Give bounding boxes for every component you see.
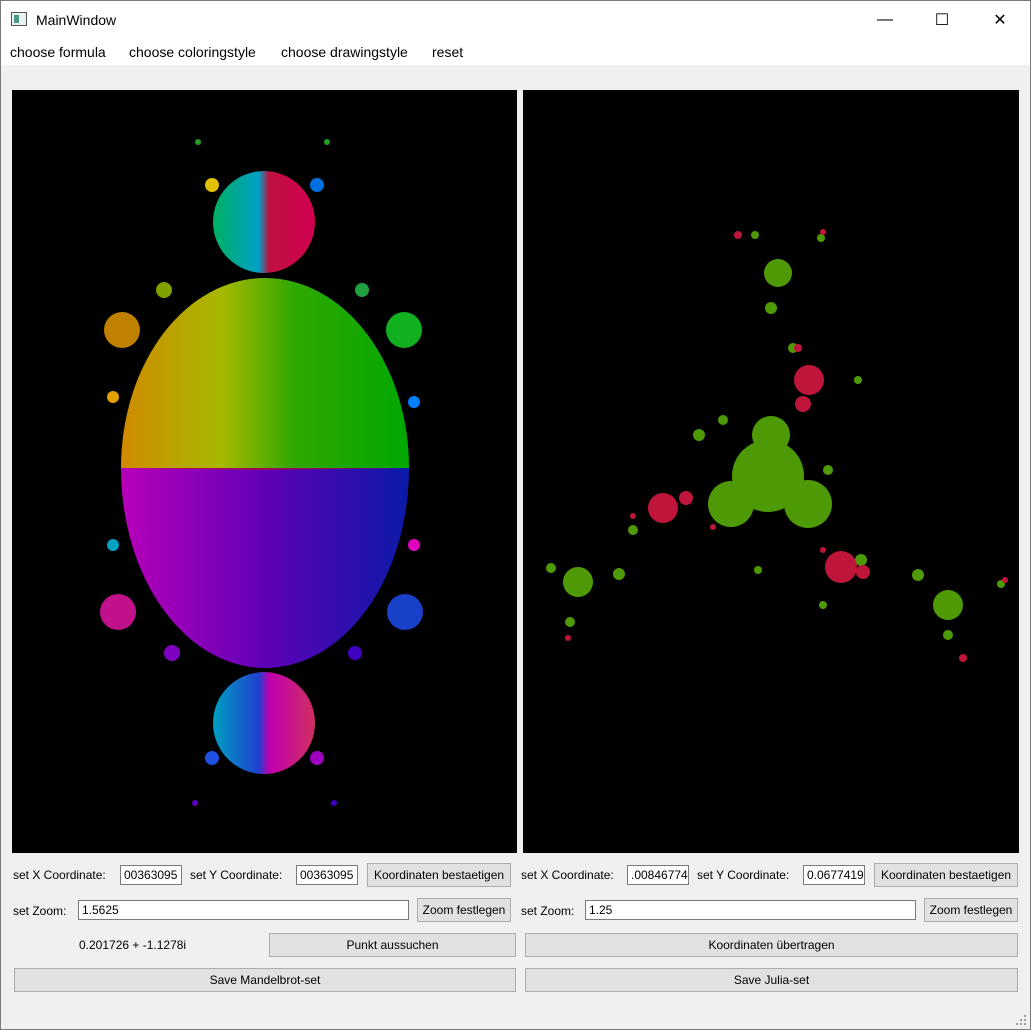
julia-canvas[interactable] bbox=[523, 90, 1019, 853]
left-confirm-coordinates-button[interactable]: Koordinaten bestaetigen bbox=[367, 863, 511, 887]
app-icon bbox=[11, 12, 27, 26]
title-bar[interactable]: MainWindow — ☐ ✕ bbox=[1, 1, 1030, 39]
left-zoom-input[interactable]: 1.5625 bbox=[78, 900, 409, 920]
size-grip-icon[interactable] bbox=[1016, 1015, 1026, 1025]
menu-bar: choose formula choose coloringstyle choo… bbox=[1, 39, 1030, 65]
transfer-coordinates-button[interactable]: Koordinaten übertragen bbox=[525, 933, 1018, 957]
julia-image bbox=[546, 229, 1008, 662]
right-x-input[interactable]: .00846774 bbox=[627, 865, 689, 885]
right-confirm-coordinates-button[interactable]: Koordinaten bestaetigen bbox=[874, 863, 1018, 887]
left-y-input[interactable]: 00363095 bbox=[296, 865, 358, 885]
window-title: MainWindow bbox=[36, 12, 117, 28]
search-point-button[interactable]: Punkt aussuchen bbox=[269, 933, 516, 957]
close-button[interactable]: ✕ bbox=[993, 12, 1007, 29]
right-y-label: set Y Coordinate: bbox=[697, 868, 790, 882]
menu-choose-drawingstyle[interactable]: choose drawingstyle bbox=[281, 44, 408, 60]
right-x-label: set X Coordinate: bbox=[521, 868, 614, 882]
point-readout: 0.201726 + -1.1278i bbox=[79, 938, 187, 952]
right-zoom-button[interactable]: Zoom festlegen bbox=[924, 898, 1018, 922]
right-zoom-input[interactable]: 1.25 bbox=[585, 900, 916, 920]
left-zoom-button[interactable]: Zoom festlegen bbox=[417, 898, 511, 922]
mandelbrot-image bbox=[100, 139, 423, 806]
save-mandelbrot-button[interactable]: Save Mandelbrot-set bbox=[14, 968, 516, 992]
right-zoom-label: set Zoom: bbox=[521, 904, 575, 918]
menu-choose-formula[interactable]: choose formula bbox=[10, 44, 106, 60]
save-julia-button[interactable]: Save Julia-set bbox=[525, 968, 1018, 992]
left-x-label: set X Coordinate: bbox=[13, 868, 106, 882]
left-y-label: set Y Coordinate: bbox=[190, 868, 283, 882]
maximize-button[interactable]: ☐ bbox=[934, 12, 950, 29]
mandelbrot-canvas[interactable] bbox=[12, 90, 517, 853]
left-zoom-label: set Zoom: bbox=[13, 904, 67, 918]
minimize-button[interactable]: — bbox=[877, 11, 893, 28]
menu-choose-coloringstyle[interactable]: choose coloringstyle bbox=[129, 44, 256, 60]
left-x-input[interactable]: 00363095 bbox=[120, 865, 182, 885]
right-y-input[interactable]: 0.0677419 bbox=[803, 865, 865, 885]
menu-reset[interactable]: reset bbox=[432, 44, 464, 60]
